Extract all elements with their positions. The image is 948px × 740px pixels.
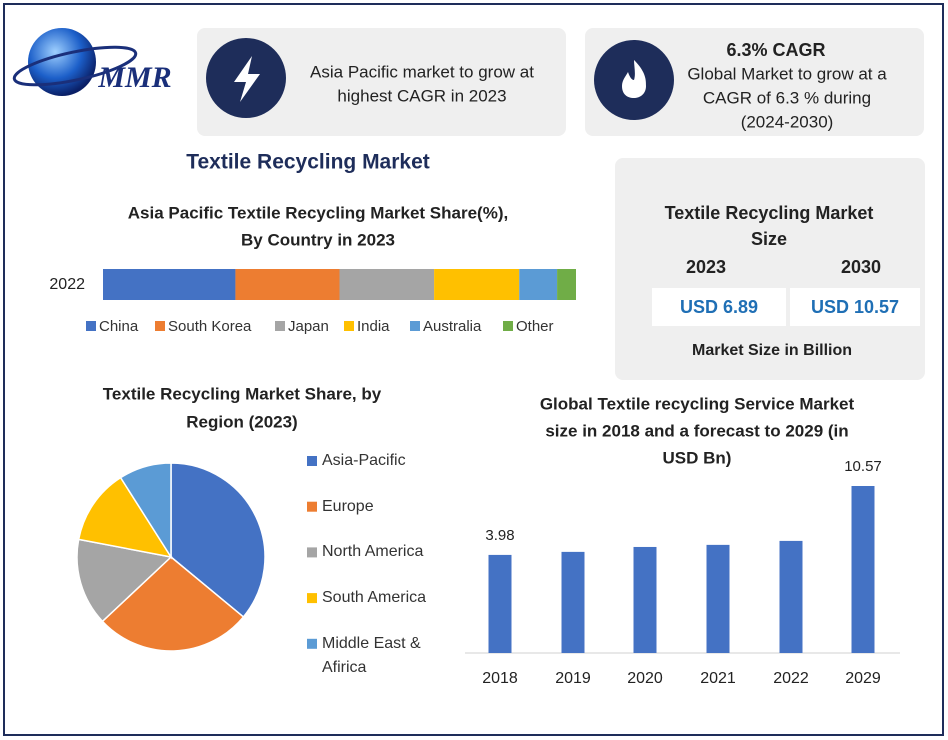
bar [779, 540, 803, 653]
bar-segment [339, 269, 435, 300]
card [585, 28, 924, 136]
panel-year: 2030 [841, 257, 881, 277]
bar-segment [434, 269, 520, 300]
panel-year: 2023 [686, 257, 726, 277]
pie-slice [119, 462, 172, 560]
legend-label: Middle East & Afirica [322, 634, 421, 676]
x-tick-label: 2021 [700, 670, 736, 687]
chart-title: Region (2023) [186, 412, 297, 431]
legend-swatch [86, 321, 96, 331]
x-tick-label: 2029 [845, 670, 881, 687]
legend-swatch [344, 321, 354, 331]
value-box [790, 288, 920, 326]
pie-slice [76, 538, 173, 623]
x-tick-label: 2020 [627, 670, 663, 687]
bar-segment [557, 269, 576, 300]
value-box [652, 288, 786, 326]
chart-title: Global Textile recycling Service Market [540, 394, 855, 413]
legend-label: Asia-Pacific [322, 452, 406, 469]
bar [561, 551, 585, 653]
pie-slice [170, 462, 266, 618]
y-tick-label: 2022 [49, 276, 85, 293]
legend-label: Australia [423, 318, 482, 335]
data-label: 10.57 [844, 458, 882, 475]
legend-swatch [410, 321, 420, 331]
bar [488, 554, 512, 653]
x-tick-label: 2018 [482, 670, 518, 687]
card-text: Asia Pacific market to grow at [310, 62, 534, 81]
bar [633, 546, 657, 653]
legend-swatch [307, 638, 317, 649]
card-heading: 6.3% CAGR [726, 40, 825, 60]
legend-label: China [99, 318, 139, 335]
panel-note: Market Size in Billion [692, 342, 852, 359]
legend-label: South Korea [168, 318, 252, 335]
logo-ring [12, 45, 138, 87]
x-tick-label: 2022 [773, 670, 809, 687]
legend-swatch [307, 501, 317, 512]
legend-label: Japan [288, 318, 329, 335]
legend-label: North America [322, 543, 424, 561]
legend-swatch [155, 321, 165, 331]
legend-swatch [503, 321, 513, 331]
chart-title: Asia Pacific Textile Recycling Market Sh… [128, 203, 508, 222]
bar [706, 544, 730, 653]
chart-title: Textile Recycling Market Share, by [103, 384, 382, 403]
panel-value: USD 10.57 [811, 297, 899, 317]
frame [3, 3, 944, 736]
legend-swatch [275, 321, 285, 331]
legend-swatch [307, 456, 317, 466]
card-text: Global Market to grow at a [687, 64, 887, 83]
chart-title: size in 2018 and a forecast to 2029 (in [545, 421, 848, 440]
card-text: highest CAGR in 2023 [337, 86, 506, 105]
chart-title: USD Bn) [663, 448, 732, 467]
card [197, 28, 566, 136]
bar-segment [519, 269, 558, 300]
legend-swatch [307, 547, 317, 558]
chart-title: By Country in 2023 [241, 230, 395, 249]
panel-title: Textile Recycling Market [665, 203, 874, 223]
panel-title: Size [751, 229, 787, 249]
main-title: Textile Recycling Market [186, 151, 430, 174]
legend-label: Other [516, 318, 554, 335]
bar [851, 485, 875, 653]
card-text: CAGR of 6.3 % during [703, 88, 871, 107]
flame-icon [622, 60, 646, 98]
card-text: (2024-2030) [741, 112, 834, 131]
bolt-icon [234, 56, 260, 102]
logo-text: MMR [97, 61, 171, 94]
panel-value: USD 6.89 [680, 297, 758, 317]
legend-label: Europe [322, 497, 374, 515]
bar-segment [103, 269, 236, 300]
pie-slice [101, 556, 245, 652]
legend-swatch [307, 593, 317, 604]
legend-label: South America [322, 589, 427, 607]
legend-label: India [357, 318, 390, 335]
x-tick-label: 2019 [555, 670, 591, 687]
pie-slice [77, 476, 173, 559]
data-label: 3.98 [485, 527, 514, 544]
bar-segment [235, 269, 340, 300]
